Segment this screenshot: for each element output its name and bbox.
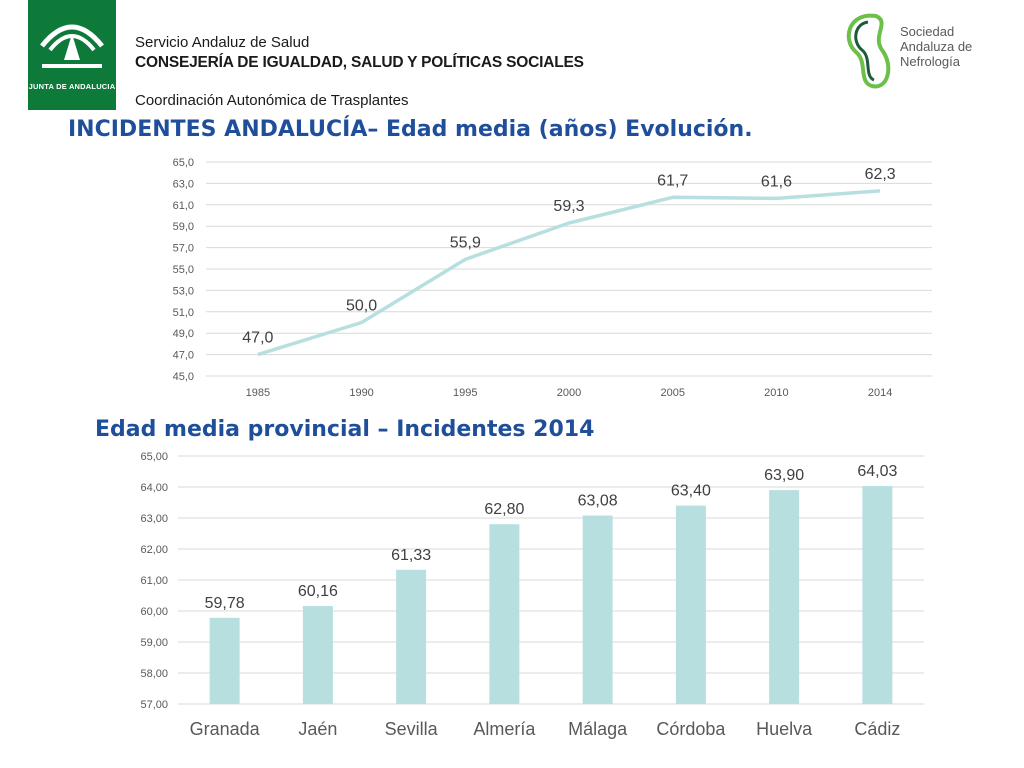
line-chart-y-tick: 63,0 [173,178,194,190]
bar-chart-y-tick: 64,00 [140,482,168,494]
line-chart-x-tick: 2005 [660,387,684,399]
line-chart-x-tick: 2000 [557,387,581,399]
society-name: Sociedad Andaluza de Nefrología [900,24,972,69]
bar-chart-data-label: 63,90 [764,467,804,484]
line-chart-y-tick: 51,0 [173,307,194,319]
bar-chart-y-tick: 65,00 [140,451,168,463]
bar-chart-bar [582,515,613,704]
bar-chart-bar [302,606,333,704]
line-chart-x-tick: 1990 [349,387,373,399]
line-chart-y-tick: 49,0 [173,328,194,340]
bar-chart-bar [209,617,240,704]
bar-chart-bar [396,569,427,704]
bar-chart-title: Edad media provincial – Incidentes 2014 [95,417,595,442]
line-chart-title: INCIDENTES ANDALUCÍA– Edad media (años) … [68,117,753,142]
line-chart-y-tick: 45,0 [173,371,194,383]
bar-chart-x-tick: Granada [190,719,261,739]
bar-chart-data-label: 59,78 [205,595,245,612]
line-chart-data-label: 47,0 [242,330,273,347]
society-name-line1: Sociedad [900,24,955,39]
nephrology-society-logo-icon [846,13,891,89]
bar-chart-data-label: 62,80 [484,501,524,518]
bar-chart-x-tick: Cádiz [854,719,900,739]
line-chart-y-tick: 53,0 [173,285,194,297]
bar-chart-x-tick: Jaén [298,719,337,739]
ministry-name: CONSEJERÍA DE IGUALDAD, SALUD Y POLÍTICA… [135,54,584,71]
bar-chart-data-label: 63,08 [578,493,618,510]
bar-chart-y-tick: 63,00 [140,513,168,525]
junta-label: JUNTA DE ANDALUCIA [28,82,116,91]
bar-chart-bar [769,490,800,704]
line-chart-data-label: 62,3 [865,166,896,183]
junta-andalucia-logo: JUNTA DE ANDALUCIA [28,0,116,110]
bar-chart-data-label: 64,03 [857,463,897,480]
line-chart-data-label: 61,6 [761,173,792,190]
line-chart-y-tick: 47,0 [173,350,194,362]
line-chart-data-label: 61,7 [657,172,688,189]
bar-chart-data-label: 60,16 [298,583,338,600]
junta-emblem-icon [40,24,104,68]
bar-chart-x-tick: Córdoba [656,719,726,739]
bar-chart-bar [489,524,520,704]
bar-chart-bar [862,486,893,704]
bar-chart-y-tick: 59,00 [140,637,168,649]
line-chart-x-tick: 1985 [246,387,270,399]
service-name: Servicio Andaluz de Salud [135,34,310,51]
bar-chart-bar [675,505,706,704]
society-name-line2: Andaluza de [900,39,973,54]
line-chart-x-tick: 2010 [764,387,788,399]
line-chart-data-label: 59,3 [553,198,584,215]
line-chart-y-tick: 55,0 [173,264,194,276]
line-chart-series-line [257,189,881,357]
bar-chart-y-tick: 57,00 [140,699,168,711]
line-chart-y-tick: 59,0 [173,221,194,233]
society-name-line3: Nefrología [900,54,960,69]
bar-chart-y-tick: 62,00 [140,544,168,556]
bar-chart-x-tick: Sevilla [385,719,439,739]
line-chart-y-tick: 65,0 [173,157,194,169]
line-chart-x-tick: 1995 [453,387,477,399]
coordination-name: Coordinación Autonómica de Trasplantes [135,92,409,109]
line-chart-y-tick: 57,0 [173,243,194,255]
bar-chart-y-tick: 60,00 [140,606,168,618]
bar-chart-x-tick: Almería [473,719,536,739]
line-chart-data-label: 50,0 [346,298,377,315]
bar-chart-y-tick: 61,00 [140,575,168,587]
line-chart-data-label: 55,9 [450,234,481,251]
line-chart-y-tick: 61,0 [173,200,194,212]
bar-chart-y-tick: 58,00 [140,668,168,680]
line-chart-x-tick: 2014 [868,387,892,399]
bar-chart-x-tick: Málaga [568,719,628,739]
bar-chart-data-label: 61,33 [391,547,431,564]
bar-chart-data-label: 63,40 [671,483,711,500]
bar-chart-x-tick: Huelva [756,719,813,739]
